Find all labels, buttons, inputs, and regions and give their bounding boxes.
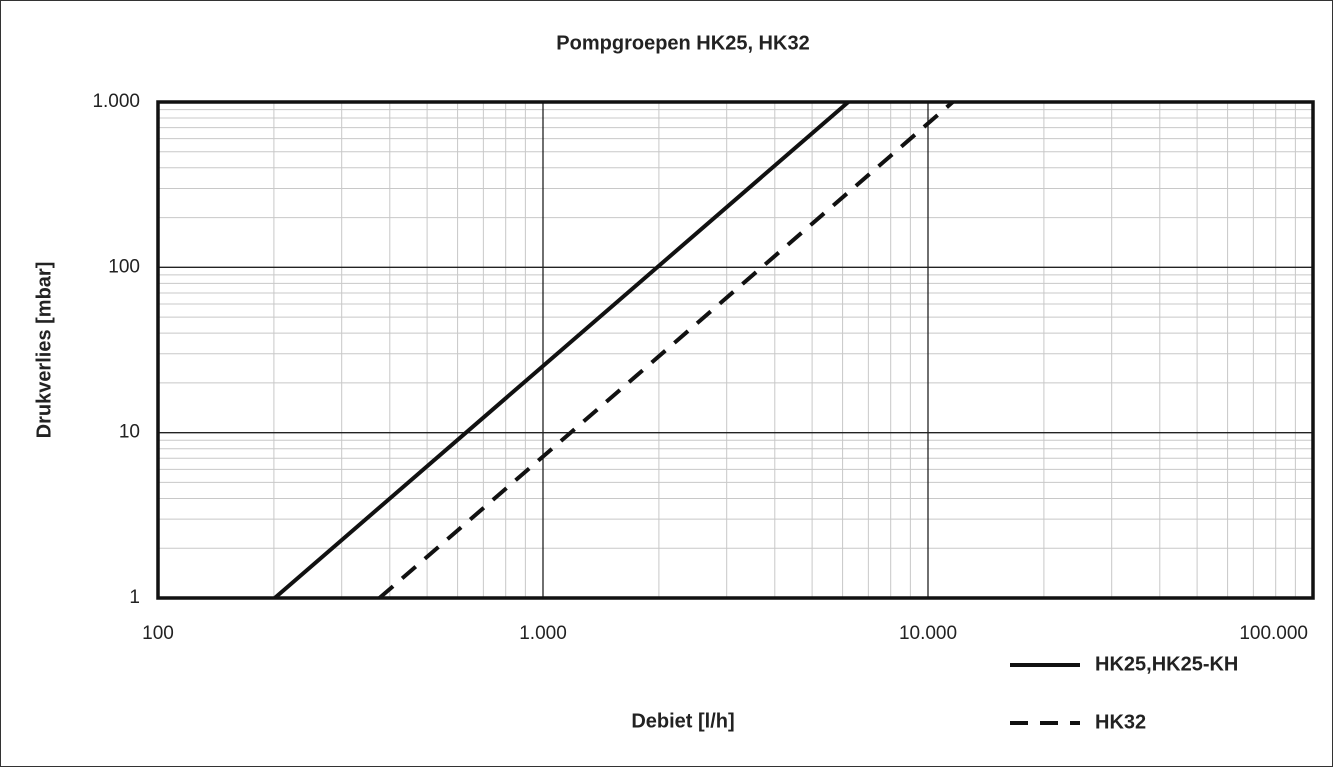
y-axis-label: Drukverlies [mbar] — [33, 262, 55, 439]
y-tick-label: 10 — [119, 422, 140, 443]
plot-border — [156, 100, 1315, 600]
x-axis-label: Debiet [l/h] — [631, 710, 734, 732]
x-tick-label: 1.000 — [519, 623, 567, 644]
legend-label: HK32 — [1095, 711, 1146, 733]
series-line — [273, 100, 850, 600]
x-tick-label: 10.000 — [899, 623, 957, 644]
y-tick-label: 1 — [129, 587, 140, 608]
series-line — [378, 100, 955, 600]
x-tick-label: 100.000 — [1239, 623, 1308, 644]
legend-label: HK25,HK25-KH — [1095, 653, 1238, 675]
plot: 100 1.000 10.000 100.000 1 10 100 1.000 HK25,HK2… — [92, 91, 1315, 733]
y-tick-label: 100 — [108, 256, 140, 277]
y-tick-label: 1.000 — [92, 91, 140, 112]
chart-title: Pompgroepen HK25, HK32 — [556, 32, 809, 54]
x-tick-label: 100 — [142, 623, 174, 644]
